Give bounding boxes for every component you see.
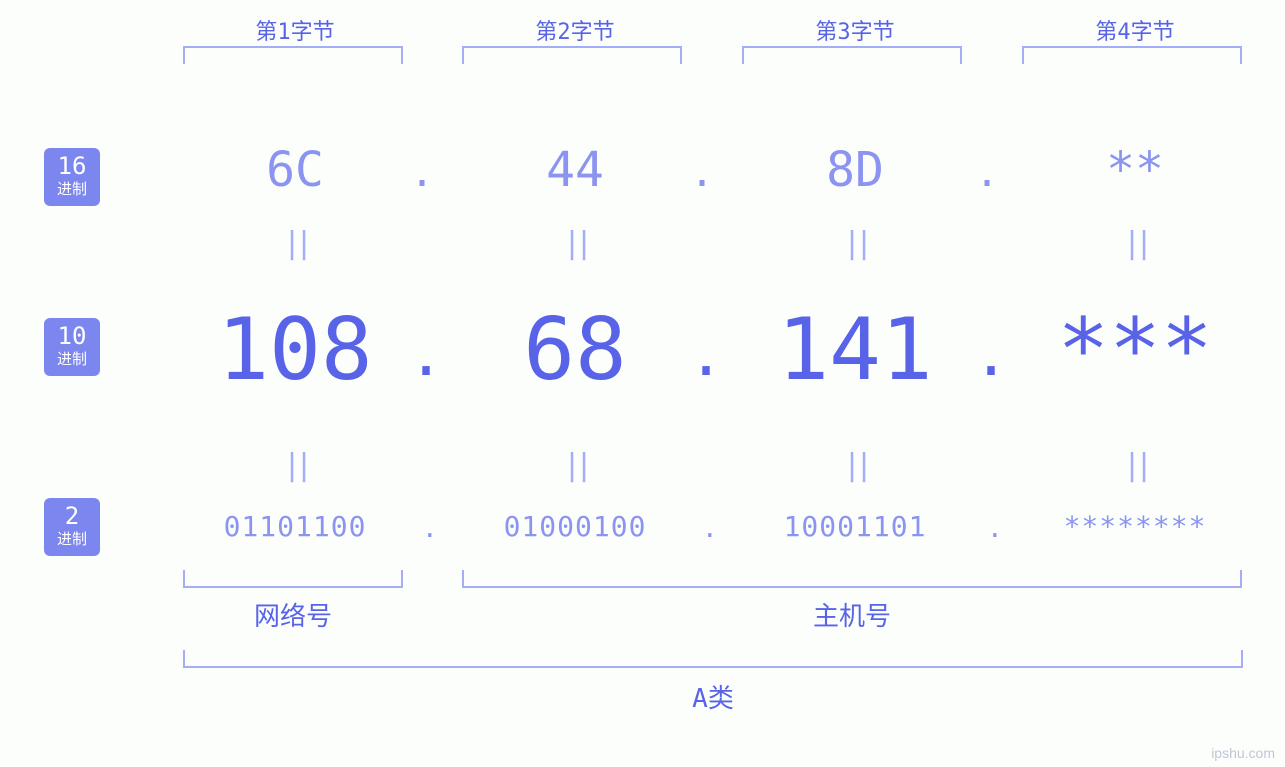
badge-bin: 2 进制 [44, 498, 100, 556]
ip-diagram: 第1字节 第2字节 第3字节 第4字节 16 进制 6C . 44 . 8D .… [0, 0, 1285, 767]
bin-byte-1: 01101100 [175, 510, 415, 543]
bin-byte-4: ******** [1015, 510, 1255, 543]
byte-header-1: 第1字节 [175, 14, 415, 46]
dec-dot-3: . [973, 320, 1009, 390]
badge-hex-num: 16 [44, 154, 100, 178]
equals-1-2: || [455, 226, 695, 261]
watermark: ipshu.com [1211, 745, 1275, 761]
equals-2-1: || [175, 448, 415, 483]
badge-dec-label: 进制 [44, 350, 100, 368]
bin-dot-1: . [422, 514, 438, 544]
badge-hex-label: 进制 [44, 180, 100, 198]
dec-dot-2: . [688, 320, 724, 390]
top-bracket-3 [742, 46, 962, 64]
network-bracket [183, 570, 403, 588]
badge-dec-num: 10 [44, 324, 100, 348]
badge-bin-num: 2 [44, 504, 100, 528]
equals-1-1: || [175, 226, 415, 261]
byte-header-3: 第3字节 [735, 14, 975, 46]
class-label: A类 [183, 678, 1243, 715]
hex-dot-2: . [690, 150, 714, 196]
hex-byte-1: 6C [175, 142, 415, 198]
dec-byte-4: *** [1015, 300, 1255, 400]
top-bracket-1 [183, 46, 403, 64]
bin-dot-3: . [987, 514, 1003, 544]
byte-header-2: 第2字节 [455, 14, 695, 46]
bin-byte-3: 10001101 [735, 510, 975, 543]
byte-header-4: 第4字节 [1015, 14, 1255, 46]
equals-1-3: || [735, 226, 975, 261]
badge-hex: 16 进制 [44, 148, 100, 206]
class-bracket [183, 650, 1243, 668]
equals-2-3: || [735, 448, 975, 483]
badge-bin-label: 进制 [44, 530, 100, 548]
equals-2-2: || [455, 448, 695, 483]
dec-dot-1: . [408, 320, 444, 390]
hex-byte-4: ** [1015, 142, 1255, 198]
host-bracket [462, 570, 1242, 588]
top-bracket-4 [1022, 46, 1242, 64]
host-label: 主机号 [462, 596, 1242, 633]
dec-byte-2: 68 [455, 300, 695, 400]
bin-byte-2: 01000100 [455, 510, 695, 543]
dec-byte-3: 141 [735, 300, 975, 400]
equals-1-4: || [1015, 226, 1255, 261]
hex-dot-3: . [975, 150, 999, 196]
dec-byte-1: 108 [175, 300, 415, 400]
network-label: 网络号 [183, 596, 403, 633]
bin-dot-2: . [702, 514, 718, 544]
hex-byte-3: 8D [735, 142, 975, 198]
equals-2-4: || [1015, 448, 1255, 483]
hex-byte-2: 44 [455, 142, 695, 198]
hex-dot-1: . [410, 150, 434, 196]
top-bracket-2 [462, 46, 682, 64]
badge-dec: 10 进制 [44, 318, 100, 376]
